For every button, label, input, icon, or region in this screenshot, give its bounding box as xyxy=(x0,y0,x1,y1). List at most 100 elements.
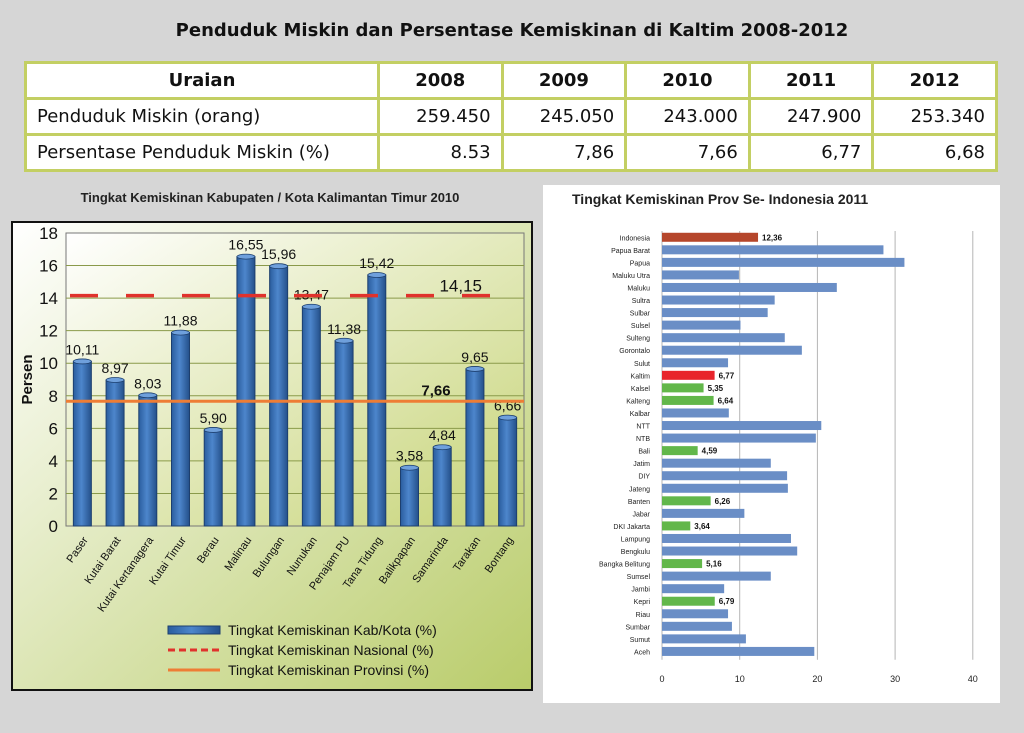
bar xyxy=(138,394,158,527)
bar xyxy=(662,546,798,556)
table-cell: 259.450 xyxy=(377,97,504,136)
x-tick-label: 10 xyxy=(735,674,745,684)
y-tick-label: Sulut xyxy=(634,361,650,368)
table-cell: 243.000 xyxy=(624,97,751,136)
bar xyxy=(662,295,775,305)
y-tick-label: Indonesia xyxy=(620,235,650,242)
table-header-cell: 2012 xyxy=(871,61,998,100)
data-label: 3,64 xyxy=(694,522,710,531)
y-tick-label: Aceh xyxy=(634,649,650,656)
y-tick-label: NTT xyxy=(636,424,650,431)
y-tick-label: 6 xyxy=(49,419,58,438)
data-label: 5,16 xyxy=(706,560,722,569)
data-label: 15,96 xyxy=(261,246,296,262)
bar xyxy=(662,308,768,318)
data-label: 9,65 xyxy=(461,349,488,365)
y-tick-label: Maluku Utra xyxy=(612,273,650,280)
national-reference-label: 14,15 xyxy=(439,277,482,296)
bar xyxy=(662,408,729,418)
data-label: 5,35 xyxy=(708,384,724,393)
table-cell: 6,77 xyxy=(747,133,875,172)
data-label: 4,59 xyxy=(702,447,718,456)
bar xyxy=(498,417,518,527)
data-label: 4,84 xyxy=(429,427,456,443)
y-tick-label: Kalbar xyxy=(630,411,651,418)
table-cell: 6,68 xyxy=(871,133,998,172)
table-cell: 245.050 xyxy=(500,97,628,136)
data-label: 8,97 xyxy=(101,360,128,376)
data-label: 6,26 xyxy=(715,497,731,506)
bar xyxy=(662,571,771,581)
y-tick-label: Sumsel xyxy=(627,574,651,581)
y-tick-label: 0 xyxy=(49,517,58,536)
table-header-cell: 2008 xyxy=(377,61,504,100)
province-poverty-chart: Tingkat Kemiskinan Prov Se- Indonesia 20… xyxy=(543,185,1000,703)
bar xyxy=(662,559,703,569)
bar xyxy=(662,421,822,431)
y-tick-label: 10 xyxy=(39,354,58,373)
y-tick-label: Papua Barat xyxy=(611,248,650,255)
bar-top xyxy=(400,464,419,471)
bar xyxy=(662,496,711,506)
y-tick-label: DIY xyxy=(638,474,650,481)
bar xyxy=(662,232,759,242)
table-header-cell: 2011 xyxy=(747,61,875,100)
data-label: 3,58 xyxy=(396,448,423,464)
y-tick-label: Jateng xyxy=(629,486,650,493)
bar-top xyxy=(138,392,158,399)
bar xyxy=(400,467,419,527)
legend-label: Tingkat Kemiskinan Kab/Kota (%) xyxy=(228,622,437,638)
bar-top xyxy=(367,272,387,278)
bar xyxy=(662,333,785,343)
y-tick-label: Maluku xyxy=(627,285,650,292)
legend-label: Tingkat Kemiskinan Provinsi (%) xyxy=(228,662,429,678)
kabupaten-poverty-chart: Tingkat Kemiskinan Kabupaten / Kota Kali… xyxy=(11,190,533,691)
data-label: 11,88 xyxy=(164,313,198,329)
y-tick-label: Jabar xyxy=(632,511,650,518)
bar xyxy=(662,320,741,330)
data-label: 6,77 xyxy=(719,371,735,380)
bar xyxy=(662,370,715,380)
y-tick-label: Kalsel xyxy=(631,386,651,393)
data-label: 10,11 xyxy=(65,341,99,357)
page-title: Penduduk Miskin dan Persentase Kemiskina… xyxy=(175,20,849,41)
bar xyxy=(269,265,289,527)
table-header-row: Uraian 2008 2009 2010 2011 2012 xyxy=(24,61,998,100)
bar xyxy=(662,621,732,631)
bar xyxy=(662,270,739,280)
y-axis-title: Persen xyxy=(19,354,36,404)
table-row: Persentase Penduduk Miskin (%) 8.53 7,86… xyxy=(24,133,998,172)
bar xyxy=(301,306,321,527)
y-tick-label: Jatim xyxy=(633,461,650,468)
bar xyxy=(662,609,729,619)
y-tick-label: Kalteng xyxy=(626,398,650,405)
bar xyxy=(662,483,788,493)
bar xyxy=(662,634,746,644)
bar xyxy=(465,368,485,527)
data-label: 12,36 xyxy=(762,233,783,242)
bar xyxy=(662,446,698,456)
table-row-label: Persentase Penduduk Miskin (%) xyxy=(24,133,380,172)
bar xyxy=(662,508,745,518)
bar xyxy=(662,395,714,405)
chart-panel-background xyxy=(543,185,1000,703)
table-cell: 247.900 xyxy=(747,97,875,136)
data-label: 16,55 xyxy=(228,237,263,253)
y-tick-label: DKI Jakarta xyxy=(613,524,650,531)
x-tick-label: 30 xyxy=(890,674,900,684)
bar-top xyxy=(171,329,190,336)
bar xyxy=(662,533,791,543)
y-tick-label: Jambi xyxy=(631,587,650,594)
data-label: 15,42 xyxy=(359,255,394,271)
table-cell: 8.53 xyxy=(377,133,504,172)
poverty-summary-table: Uraian 2008 2009 2010 2011 2012 Penduduk… xyxy=(24,61,998,172)
y-tick-label: 14 xyxy=(39,289,58,308)
data-label: 11,38 xyxy=(327,321,361,337)
y-tick-label: NTB xyxy=(636,436,650,443)
table-header-cell: Uraian xyxy=(24,61,380,100)
x-tick-label: 0 xyxy=(659,674,664,684)
y-tick-label: Sulbar xyxy=(630,311,651,318)
y-tick-label: Papua xyxy=(630,260,650,267)
y-tick-label: Sumut xyxy=(630,637,650,644)
y-tick-label: Gorontalo xyxy=(619,348,650,355)
